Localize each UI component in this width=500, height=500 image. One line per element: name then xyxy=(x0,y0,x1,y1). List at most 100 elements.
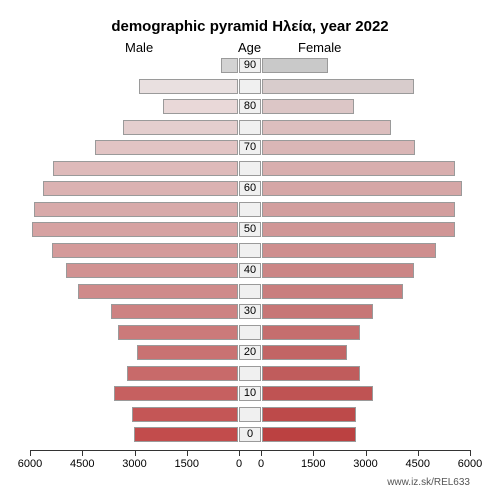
axis-tick xyxy=(261,450,262,456)
bar-row: 50 xyxy=(30,222,470,237)
axis-tick-label: 0 xyxy=(258,458,264,470)
age-tick-label: 80 xyxy=(239,100,261,112)
bar-row: 90 xyxy=(30,58,470,73)
female-bar xyxy=(262,79,414,94)
male-bar xyxy=(114,386,238,401)
female-bar xyxy=(262,366,360,381)
age-tick-label: 90 xyxy=(239,59,261,71)
bar-row: 10 xyxy=(30,386,470,401)
axis-tick-label: 1500 xyxy=(175,458,199,470)
axis-tick-label: 6000 xyxy=(18,458,42,470)
male-bar xyxy=(221,58,238,73)
bar-row: 30 xyxy=(30,304,470,319)
age-tick-label: 20 xyxy=(239,346,261,358)
age-box xyxy=(239,202,261,217)
age-tick-label: 0 xyxy=(239,428,261,440)
female-bar xyxy=(262,325,360,340)
age-label: Age xyxy=(238,40,261,55)
male-bar xyxy=(127,366,238,381)
female-bar xyxy=(262,427,356,442)
bar-row xyxy=(30,202,470,217)
bar-row: 60 xyxy=(30,181,470,196)
bar-row xyxy=(30,161,470,176)
female-bar xyxy=(262,161,455,176)
axis-tick-label: 6000 xyxy=(458,458,482,470)
female-bar xyxy=(262,386,373,401)
chart-title: demographic pyramid Ηλεία, year 2022 xyxy=(0,18,500,35)
bar-row: 20 xyxy=(30,345,470,360)
male-label: Male xyxy=(125,40,153,55)
age-box xyxy=(239,407,261,422)
bar-stack: 90 80 70 60 50 40 30 20 10 0 xyxy=(30,55,470,448)
axis-tick-label: 1500 xyxy=(301,458,325,470)
axis-tick-label: 0 xyxy=(236,458,242,470)
male-bar xyxy=(137,345,238,360)
male-bar xyxy=(66,263,238,278)
male-bar xyxy=(132,407,238,422)
age-tick-label: 50 xyxy=(239,223,261,235)
axis-tick xyxy=(418,450,419,456)
female-bar xyxy=(262,263,414,278)
axis-line xyxy=(30,450,470,451)
age-box xyxy=(239,161,261,176)
male-bar xyxy=(43,181,238,196)
age-tick-label: 30 xyxy=(239,305,261,317)
age-box xyxy=(239,366,261,381)
age-box xyxy=(239,325,261,340)
age-box xyxy=(239,243,261,258)
female-bar xyxy=(262,202,455,217)
female-bar xyxy=(262,99,354,114)
pyramid-container: demographic pyramid Ηλεία, year 2022 Mal… xyxy=(0,0,500,500)
male-bar xyxy=(123,120,238,135)
female-bar xyxy=(262,181,462,196)
bar-row xyxy=(30,325,470,340)
bar-row xyxy=(30,79,470,94)
age-tick-label: 70 xyxy=(239,141,261,153)
axis-tick-label: 4500 xyxy=(70,458,94,470)
bar-row xyxy=(30,243,470,258)
male-bar xyxy=(111,304,238,319)
axis-tick xyxy=(135,450,136,456)
male-bar xyxy=(52,243,238,258)
axis-tick xyxy=(30,450,31,456)
female-bar xyxy=(262,304,373,319)
axis-tick xyxy=(313,450,314,456)
female-bar xyxy=(262,222,455,237)
age-box xyxy=(239,120,261,135)
female-bar xyxy=(262,140,415,155)
age-tick-label: 60 xyxy=(239,182,261,194)
axis-tick xyxy=(82,450,83,456)
axis-tick xyxy=(366,450,367,456)
male-bar xyxy=(163,99,238,114)
age-box xyxy=(239,79,261,94)
footer-link: www.iz.sk/REL633 xyxy=(387,477,470,488)
bar-row xyxy=(30,366,470,381)
chart-area: 9080706050403020100 00150015003000300045… xyxy=(30,55,470,455)
axis-tick xyxy=(187,450,188,456)
male-bar xyxy=(139,79,238,94)
male-bar xyxy=(78,284,238,299)
bar-row xyxy=(30,120,470,135)
female-bar xyxy=(262,407,356,422)
axis-tick xyxy=(239,450,240,456)
male-bar xyxy=(118,325,238,340)
male-bar xyxy=(53,161,238,176)
male-bar xyxy=(95,140,238,155)
axis-tick xyxy=(470,450,471,456)
axis-tick-label: 4500 xyxy=(406,458,430,470)
female-bar xyxy=(262,58,328,73)
age-tick-label: 40 xyxy=(239,264,261,276)
female-label: Female xyxy=(298,40,341,55)
male-bar xyxy=(32,222,238,237)
bar-row xyxy=(30,407,470,422)
bar-row: 70 xyxy=(30,140,470,155)
female-bar xyxy=(262,345,347,360)
bar-row xyxy=(30,284,470,299)
axis-tick-label: 3000 xyxy=(353,458,377,470)
bar-row: 80 xyxy=(30,99,470,114)
male-bar xyxy=(134,427,239,442)
age-tick-label: 10 xyxy=(239,387,261,399)
age-box xyxy=(239,284,261,299)
female-bar xyxy=(262,120,391,135)
female-bar xyxy=(262,284,403,299)
